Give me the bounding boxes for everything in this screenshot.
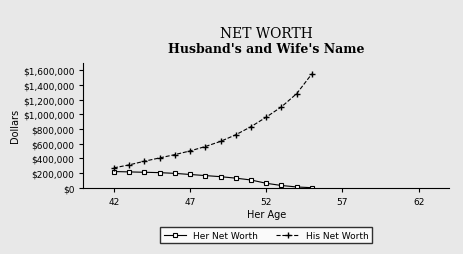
His Net Worth [294, 93, 300, 96]
His Net Worth [248, 126, 254, 129]
Her Net Worth [202, 174, 208, 177]
His Net Worth [157, 157, 163, 160]
Line: His Net Worth: His Net Worth [110, 71, 315, 172]
X-axis label: Her Age: Her Age [247, 209, 286, 219]
Her Net Worth [279, 184, 284, 187]
Legend: Her Net Worth, His Net Worth: Her Net Worth, His Net Worth [160, 227, 372, 244]
His Net Worth [263, 116, 269, 119]
Her Net Worth [248, 179, 254, 182]
His Net Worth [172, 153, 178, 156]
Her Net Worth [218, 176, 223, 179]
His Net Worth [111, 167, 117, 170]
Her Net Worth [294, 186, 300, 189]
Her Net Worth [126, 171, 132, 174]
Text: Husband's and Wife's Name: Husband's and Wife's Name [0, 253, 1, 254]
Her Net Worth [142, 171, 147, 174]
Her Net Worth [309, 186, 315, 189]
Her Net Worth [172, 172, 178, 175]
Y-axis label: Dollars: Dollars [10, 109, 20, 143]
His Net Worth [126, 164, 132, 167]
Her Net Worth [187, 173, 193, 176]
His Net Worth [202, 146, 208, 149]
Text: Husband's and Wife's Name: Husband's and Wife's Name [168, 43, 364, 56]
Her Net Worth [263, 182, 269, 185]
His Net Worth [279, 106, 284, 109]
His Net Worth [309, 73, 315, 76]
His Net Worth [233, 134, 238, 137]
Her Net Worth [157, 171, 163, 174]
His Net Worth [142, 160, 147, 163]
His Net Worth [187, 150, 193, 153]
Her Net Worth [233, 177, 238, 180]
His Net Worth [218, 140, 223, 143]
Her Net Worth [111, 170, 117, 173]
Line: Her Net Worth: Her Net Worth [112, 169, 314, 190]
Text: NET WORTH: NET WORTH [220, 27, 313, 41]
